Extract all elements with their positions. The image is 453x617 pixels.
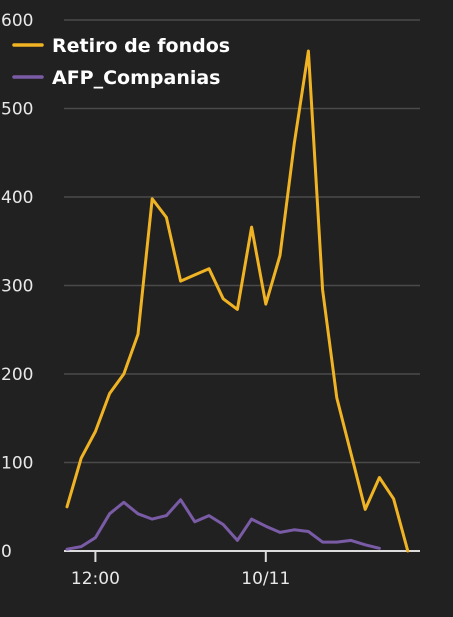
legend-label-afp-companias: AFP_Companias (52, 67, 221, 89)
series-line-retiro-de-fondos (65, 49, 410, 553)
series-lines (65, 49, 410, 553)
x-axis-ticks: 12:00 10/11 (71, 551, 290, 589)
y-tick-label: 300 (1, 277, 33, 297)
y-tick-label: 600 (1, 11, 33, 31)
y-tick-label: 400 (1, 188, 33, 208)
series-line-afp-companias (65, 498, 381, 551)
y-tick-label: 100 (1, 454, 33, 474)
y-tick-label: 500 (1, 100, 33, 120)
legend: Retiro de fondos AFP_Companias (12, 35, 230, 89)
y-tick-label: 0 (1, 542, 12, 562)
x-tick-label: 12:00 (71, 569, 120, 589)
legend-label-retiro-de-fondos: Retiro de fondos (52, 35, 230, 57)
y-tick-label: 200 (1, 365, 33, 385)
x-tick-label: 10/11 (241, 569, 290, 589)
y-axis-ticks: 0 100 200 300 400 500 600 (1, 11, 33, 562)
